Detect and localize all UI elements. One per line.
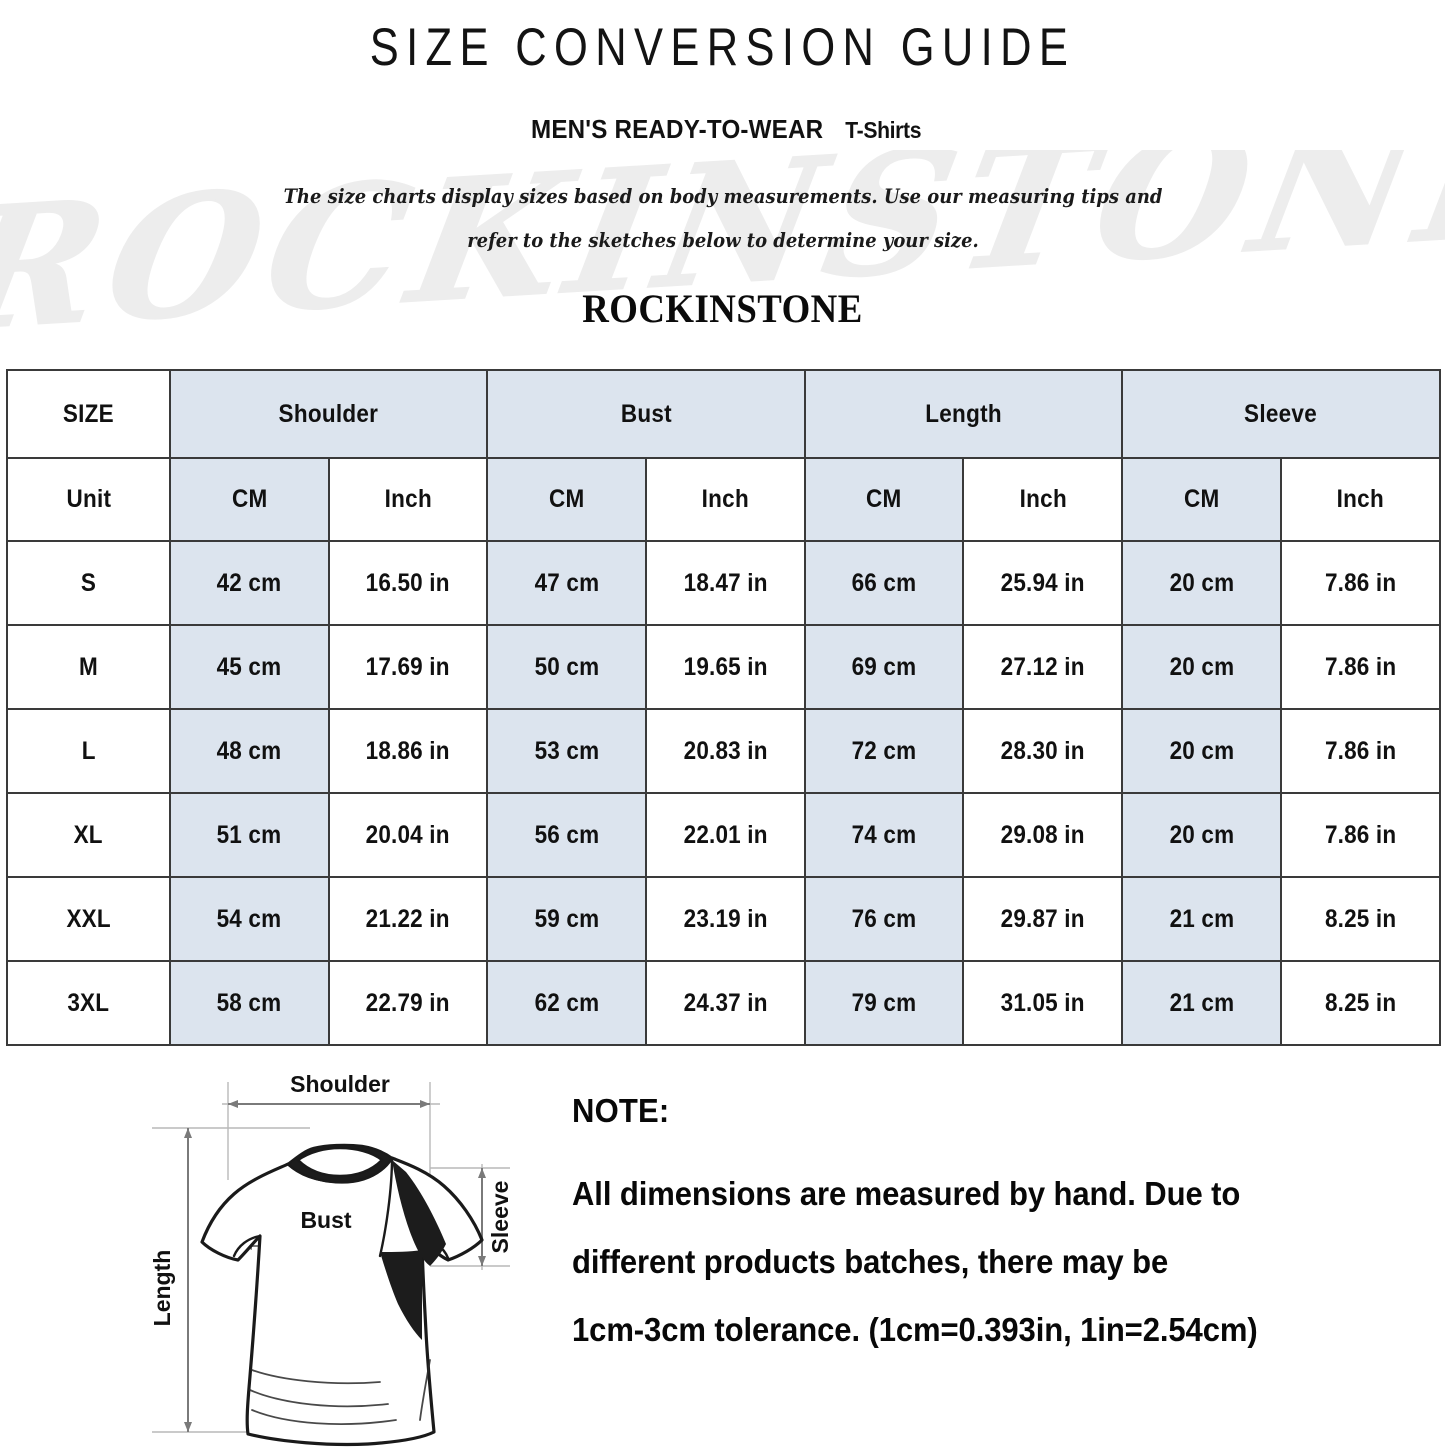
note-section: NOTE: All dimensions are measured by han…	[572, 1054, 1412, 1364]
cell-shoulder-inch: 20.04 in	[327, 792, 489, 878]
unit-shoulder-cm: CM	[169, 457, 330, 542]
cell-sleeve-cm: 21 cm	[1121, 876, 1282, 962]
header-bust: Bust	[486, 369, 806, 459]
table-row: XXL 54 cm 21.22 in 59 cm 23.19 in 76 cm …	[6, 876, 1441, 962]
cell-bust-cm: 62 cm	[486, 960, 648, 1046]
unit-sleeve-cm: CM	[1121, 457, 1282, 542]
cell-length-inch: 27.12 in	[962, 624, 1124, 710]
cell-size: M	[6, 624, 171, 710]
cell-sleeve-inch: 8.25 in	[1279, 876, 1441, 962]
cell-sleeve-inch: 7.86 in	[1279, 792, 1441, 878]
cell-shoulder-cm: 54 cm	[169, 876, 330, 962]
description-text: The size charts display sizes based on b…	[283, 185, 1162, 252]
subtitle-product: T-Shirts	[845, 117, 922, 143]
cell-sleeve-cm: 20 cm	[1121, 708, 1282, 794]
unit-length-cm: CM	[803, 457, 965, 542]
table-unit-header-row: Unit CM Inch CM Inch CM Inch CM Inch	[6, 457, 1441, 542]
cell-shoulder-cm: 42 cm	[169, 540, 330, 626]
cell-bust-cm: 59 cm	[486, 876, 648, 962]
sketch-label-shoulder: Shoulder	[290, 1071, 390, 1097]
table-row: M 45 cm 17.69 in 50 cm 19.65 in 69 cm 27…	[6, 624, 1441, 710]
cell-shoulder-inch: 18.86 in	[327, 708, 489, 794]
bottom-section: Shoulder Bust Length Sleeve NOTE: All di…	[0, 1046, 1445, 1455]
size-conversion-table: SIZE Shoulder Bust Length Sleeve Unit CM…	[6, 369, 1441, 1046]
subtitle-category: MEN'S READY-TO-WEAR	[531, 114, 824, 144]
cell-bust-inch: 20.83 in	[645, 708, 806, 794]
unit-bust-cm: CM	[486, 457, 648, 542]
unit-bust-inch: Inch	[645, 457, 806, 542]
cell-size: 3XL	[6, 960, 171, 1046]
cell-bust-inch: 19.65 in	[645, 624, 806, 710]
header-length: Length	[803, 369, 1124, 459]
cell-bust-inch: 22.01 in	[645, 792, 806, 878]
cell-size: XL	[6, 792, 171, 878]
unit-sleeve-inch: Inch	[1279, 457, 1441, 542]
cell-length-cm: 72 cm	[803, 708, 965, 794]
cell-bust-inch: 18.47 in	[645, 540, 806, 626]
cell-length-cm: 66 cm	[803, 540, 965, 626]
cell-bust-cm: 50 cm	[486, 624, 648, 710]
cell-bust-cm: 47 cm	[486, 540, 648, 626]
note-title: NOTE:	[572, 1092, 670, 1129]
cell-sleeve-inch: 7.86 in	[1279, 624, 1441, 710]
cell-shoulder-inch: 22.79 in	[327, 960, 489, 1046]
cell-length-inch: 31.05 in	[962, 960, 1124, 1046]
header-size: SIZE	[6, 369, 171, 459]
page-subtitle: MEN'S READY-TO-WEAR T-Shirts	[0, 78, 1445, 145]
cell-length-cm: 74 cm	[803, 792, 965, 878]
size-table-wrapper: SIZE Shoulder Bust Length Sleeve Unit CM…	[0, 332, 1445, 1046]
table-row: XL 51 cm 20.04 in 56 cm 22.01 in 74 cm 2…	[6, 792, 1441, 878]
cell-sleeve-inch: 7.86 in	[1279, 540, 1441, 626]
cell-length-cm: 79 cm	[803, 960, 965, 1046]
cell-bust-cm: 56 cm	[486, 792, 648, 878]
tshirt-measurement-sketch: Shoulder Bust Length Sleeve	[130, 1060, 550, 1455]
page-title: SIZE CONVERSION GUIDE	[369, 18, 1076, 77]
cell-shoulder-cm: 48 cm	[169, 708, 330, 794]
cell-sleeve-inch: 7.86 in	[1279, 708, 1441, 794]
cell-bust-inch: 24.37 in	[645, 960, 806, 1046]
table-group-header-row: SIZE Shoulder Bust Length Sleeve	[6, 369, 1441, 459]
table-row: S 42 cm 16.50 in 47 cm 18.47 in 66 cm 25…	[6, 540, 1441, 626]
cell-sleeve-inch: 8.25 in	[1279, 960, 1441, 1046]
cell-shoulder-inch: 17.69 in	[327, 624, 489, 710]
header-sleeve: Sleeve	[1121, 369, 1441, 459]
table-row: L 48 cm 18.86 in 53 cm 20.83 in 72 cm 28…	[6, 708, 1441, 794]
cell-shoulder-inch: 21.22 in	[327, 876, 489, 962]
unit-length-inch: Inch	[962, 457, 1124, 542]
note-line-1: All dimensions are measured by hand. Due…	[572, 1175, 1241, 1212]
cell-size: S	[6, 540, 171, 626]
cell-shoulder-cm: 51 cm	[169, 792, 330, 878]
sketch-label-sleeve: Sleeve	[487, 1181, 513, 1254]
cell-length-inch: 29.87 in	[962, 876, 1124, 962]
table-row: 3XL 58 cm 22.79 in 62 cm 24.37 in 79 cm …	[6, 960, 1441, 1046]
unit-shoulder-inch: Inch	[327, 457, 489, 542]
cell-bust-cm: 53 cm	[486, 708, 648, 794]
cell-sleeve-cm: 21 cm	[1121, 960, 1282, 1046]
cell-sleeve-cm: 20 cm	[1121, 624, 1282, 710]
sketch-label-length: Length	[149, 1250, 175, 1327]
cell-shoulder-inch: 16.50 in	[327, 540, 489, 626]
cell-length-inch: 29.08 in	[962, 792, 1124, 878]
cell-length-inch: 25.94 in	[962, 540, 1124, 626]
header-shoulder: Shoulder	[168, 369, 489, 459]
cell-size: XXL	[6, 876, 171, 962]
sketch-label-bust: Bust	[300, 1207, 351, 1233]
cell-length-inch: 28.30 in	[962, 708, 1124, 794]
tshirt-diagram-icon: Shoulder Bust Length Sleeve	[149, 1071, 513, 1447]
note-line-3: 1cm-3cm tolerance. (1cm=0.393in, 1in=2.5…	[572, 1311, 1258, 1348]
note-line-2: different products batches, there may be	[572, 1243, 1169, 1280]
cell-bust-inch: 23.19 in	[645, 876, 806, 962]
cell-length-cm: 69 cm	[803, 624, 965, 710]
cell-sleeve-cm: 20 cm	[1121, 540, 1282, 626]
cell-size: L	[6, 708, 171, 794]
unit-label: Unit	[6, 457, 171, 542]
cell-sleeve-cm: 20 cm	[1121, 792, 1282, 878]
cell-shoulder-cm: 45 cm	[169, 624, 330, 710]
cell-shoulder-cm: 58 cm	[169, 960, 330, 1046]
brand-name: ROCKINSTONE	[582, 286, 863, 331]
cell-length-cm: 76 cm	[803, 876, 965, 962]
